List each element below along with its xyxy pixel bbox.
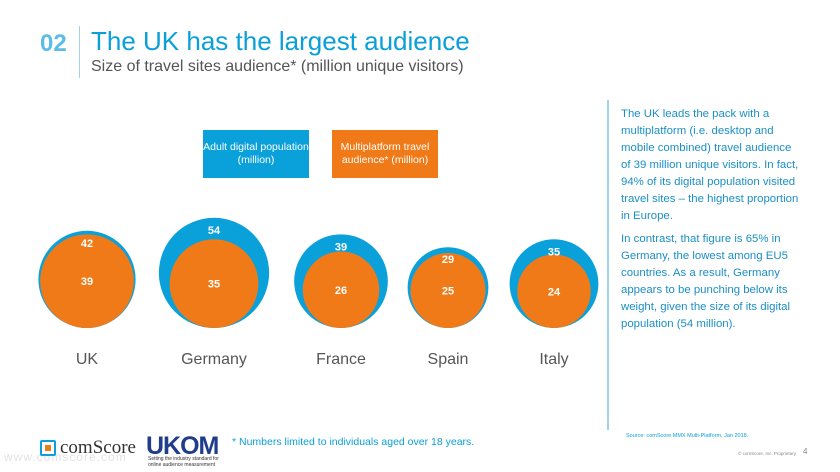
page-subtitle: Size of travel sites audience* (million … [91, 58, 464, 75]
ukom-tagline: Setting the industry standard for online… [148, 456, 219, 468]
ukom-logo: UKOM Setting the industry standard for o… [146, 432, 226, 470]
page-title: The UK has the largest audience [91, 26, 470, 56]
label-travel-france: 26 [335, 285, 347, 297]
comscore-wordmark: comScore [60, 437, 136, 458]
legend-adult-digital-label: Adult digital population (million) [203, 141, 309, 166]
side-paragraph-1: The UK leads the pack with a multiplatfo… [621, 108, 799, 222]
label-digital-uk: 42 [81, 238, 93, 250]
legend-multiplatform: Multiplatform travel audience* (million) [332, 130, 438, 178]
label-digital-spain: 29 [442, 254, 454, 266]
ukom-wordmark: UKOM [146, 432, 219, 460]
source-note: Source: comScore MMX Multi-Platform, Jan… [626, 433, 749, 439]
comscore-mark-icon [40, 440, 56, 456]
bubble-travel-uk [40, 234, 134, 328]
country-label-uk: UK [76, 351, 99, 368]
slide-number: 02 [40, 30, 67, 57]
country-label-italy: Italy [539, 351, 568, 368]
label-digital-italy: 35 [548, 246, 560, 258]
label-travel-italy: 24 [548, 286, 561, 298]
label-digital-france: 39 [335, 241, 347, 253]
bubble-travel-france [302, 251, 380, 328]
label-travel-spain: 25 [442, 286, 454, 298]
country-label-germany: Germany [181, 351, 247, 368]
copyright: © comScore, Inc. Proprietary. [738, 451, 797, 456]
bubble-travel-italy [517, 254, 591, 328]
bubble-chart: 42 39 UK 54 35 Germany 39 26 France 29 25 Spain 35 24… [38, 217, 599, 368]
bubble-travel-spain [410, 253, 486, 328]
side-paragraph-2: In contrast, that figure is 65% in Germa… [621, 233, 791, 330]
title-divider [79, 26, 80, 78]
label-travel-germany: 35 [208, 279, 220, 291]
country-label-france: France [316, 351, 366, 368]
page-number: 4 [803, 447, 808, 456]
footnote: * Numbers limited to individuals aged ov… [232, 436, 475, 448]
label-travel-uk: 39 [81, 276, 93, 288]
bubble-travel-germany [169, 239, 259, 328]
comscore-logo: www.comscore.com comScore [2, 436, 144, 466]
legend-adult-digital: Adult digital population (million) [203, 130, 309, 178]
label-digital-germany: 54 [208, 225, 221, 237]
comscore-url-watermark: www.comscore.com [4, 450, 127, 464]
country-label-spain: Spain [428, 351, 469, 368]
side-panel-text: The UK leads the pack with a multiplatfo… [621, 106, 799, 339]
legend-multiplatform-label: Multiplatform travel audience* (million) [340, 141, 430, 166]
side-panel [607, 100, 805, 430]
